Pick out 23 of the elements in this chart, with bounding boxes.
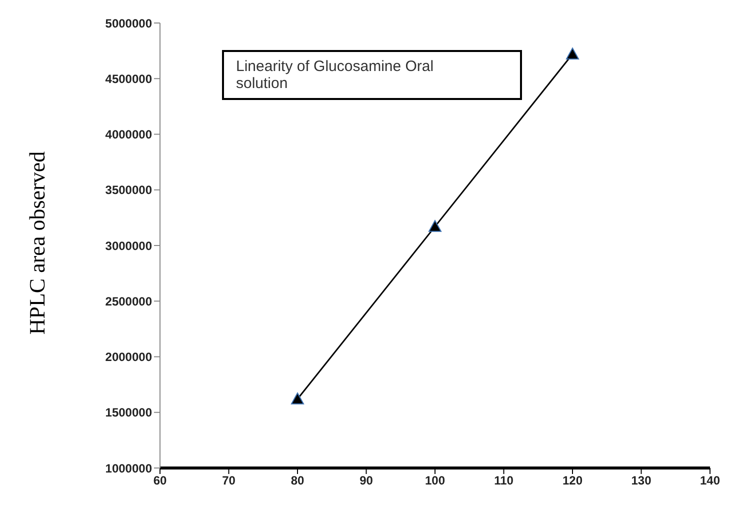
x-tick-label: 110 xyxy=(494,474,514,488)
y-tick-label: 1500000 xyxy=(105,406,152,420)
text: Linearity of Glucosamine Oral solution xyxy=(222,50,522,100)
y-axis-title: HPLC area observed xyxy=(25,151,51,335)
y-tick-label: 2000000 xyxy=(105,350,152,364)
y-tick-label: 3000000 xyxy=(105,238,152,253)
x-tick-label: 80 xyxy=(290,474,304,488)
x-tick-label: 70 xyxy=(222,474,236,488)
y-tick-label: 1000000 xyxy=(105,461,152,476)
point xyxy=(428,220,442,232)
x-tick-label: 140 xyxy=(700,474,720,488)
y-tick-label: 2500000 xyxy=(105,294,152,308)
y-tick-label: 5000000 xyxy=(105,16,152,30)
x-tick-label: 120 xyxy=(562,474,583,488)
y-tick-label: 3500000 xyxy=(105,183,152,198)
x-tick-label: 100 xyxy=(424,474,446,488)
point xyxy=(566,48,579,60)
x-tick-label: 90 xyxy=(360,474,374,488)
x-tick-label: 60 xyxy=(153,474,167,488)
y-tick-label: 4000000 xyxy=(105,128,152,142)
point xyxy=(291,392,304,404)
x-tick-label: 130 xyxy=(631,474,652,488)
y-tick-label: 4500000 xyxy=(105,72,152,86)
